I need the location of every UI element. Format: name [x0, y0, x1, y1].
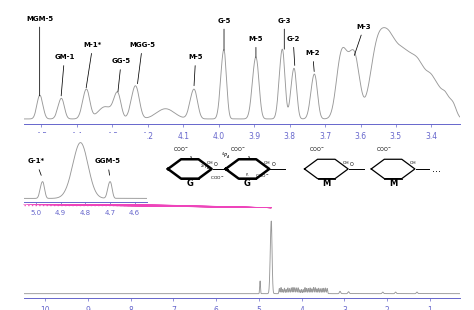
Text: $^{P_A}$: $^{P_A}$ — [245, 171, 250, 179]
Text: G-5: G-5 — [217, 18, 231, 50]
Text: OH: OH — [264, 161, 271, 165]
Text: O: O — [271, 162, 275, 167]
Text: G: G — [244, 179, 251, 188]
Text: MGM-5: MGM-5 — [26, 16, 53, 96]
Text: G-1*: G-1* — [27, 158, 45, 175]
Text: G: G — [186, 179, 193, 188]
Text: s: s — [190, 155, 192, 159]
Text: M-1*: M-1* — [84, 42, 102, 88]
Text: COO$^-$: COO$^-$ — [230, 145, 246, 153]
Text: OH: OH — [410, 161, 416, 165]
Text: GG-5: GG-5 — [112, 58, 131, 92]
Text: M: M — [389, 179, 397, 188]
Text: GGM-5: GGM-5 — [94, 158, 120, 175]
Text: M: M — [322, 179, 330, 188]
Text: ...: ... — [432, 164, 441, 174]
Text: M-2: M-2 — [305, 50, 320, 72]
Text: O: O — [214, 162, 218, 167]
Text: OH: OH — [343, 161, 350, 165]
Text: $^{4}P_A$: $^{4}P_A$ — [221, 151, 231, 162]
Text: G-2: G-2 — [286, 36, 300, 65]
Text: OH: OH — [207, 161, 213, 165]
Text: COO$^-$: COO$^-$ — [210, 174, 225, 181]
Text: O: O — [350, 162, 354, 167]
Text: COO$^-$: COO$^-$ — [309, 145, 325, 153]
Text: GM-1: GM-1 — [55, 54, 75, 96]
Text: M-3: M-3 — [354, 24, 371, 55]
Text: COO$^-$: COO$^-$ — [173, 145, 189, 153]
Text: M-5: M-5 — [188, 54, 203, 86]
Text: COO$^-$: COO$^-$ — [376, 145, 392, 153]
Text: MGG-5: MGG-5 — [129, 42, 155, 84]
Text: G-3: G-3 — [278, 18, 291, 49]
Text: M-5: M-5 — [249, 36, 263, 57]
Text: $^{2n}P_A$: $^{2n}P_A$ — [200, 162, 210, 172]
Text: COO$^-$: COO$^-$ — [255, 172, 270, 179]
Text: s: s — [248, 155, 250, 159]
